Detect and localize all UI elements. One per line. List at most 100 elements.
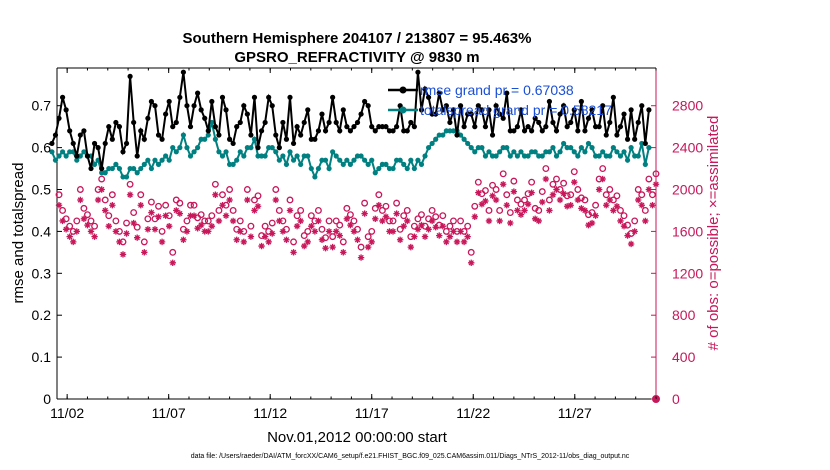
obs-assimilated-point bbox=[180, 236, 187, 243]
rmse-point bbox=[113, 119, 119, 126]
spread-point bbox=[67, 149, 73, 155]
rmse-point bbox=[333, 119, 339, 126]
rmse-point bbox=[337, 128, 343, 134]
obs-assimilated-point bbox=[187, 212, 194, 219]
spread-point bbox=[582, 149, 588, 155]
spread-point bbox=[202, 136, 208, 142]
obs-assimilated-point bbox=[386, 228, 393, 235]
rmse-point bbox=[500, 115, 506, 121]
obs-assimilated-point bbox=[347, 221, 354, 229]
spread-point bbox=[539, 153, 545, 159]
obs-possible-point bbox=[272, 186, 280, 193]
spread-point bbox=[614, 149, 620, 155]
rmse-point bbox=[212, 124, 218, 130]
obs-assimilated-point bbox=[482, 197, 489, 205]
obs-assimilated-point bbox=[98, 186, 105, 193]
spread-point bbox=[585, 140, 592, 147]
rmse-point bbox=[514, 124, 521, 130]
spread-point bbox=[134, 170, 140, 176]
y-right-tick-label: 800 bbox=[672, 307, 696, 323]
obs-possible-point bbox=[371, 204, 379, 212]
obs-assimilated-point bbox=[215, 217, 223, 225]
spread-point bbox=[99, 170, 105, 176]
data-file-footnote: data file: /Users/raeder/DAI/ATM_forcXX/… bbox=[191, 453, 630, 460]
rmse-point bbox=[443, 103, 449, 109]
obs-possible-point bbox=[485, 207, 493, 214]
obs-assimilated-point bbox=[485, 217, 493, 225]
obs-assimilated-point bbox=[308, 222, 315, 230]
spread-point bbox=[354, 153, 361, 159]
rmse-point bbox=[63, 107, 69, 113]
obs-assimilated-point bbox=[162, 212, 169, 219]
spread-point bbox=[394, 157, 400, 163]
rmse-point bbox=[230, 140, 236, 147]
obs-possible-point bbox=[410, 222, 418, 230]
rmse-point bbox=[326, 119, 332, 126]
rmse-point bbox=[575, 128, 581, 134]
spread-point bbox=[191, 149, 197, 155]
obs-assimilated-point bbox=[91, 233, 98, 240]
obs-possible-point bbox=[162, 201, 170, 209]
obs-assimilated-point bbox=[318, 236, 326, 243]
rmse-point bbox=[603, 132, 609, 138]
obs-assimilated-point bbox=[492, 196, 500, 204]
obs-possible-point bbox=[613, 192, 621, 200]
obs-possible-point bbox=[151, 215, 159, 223]
rmse-point bbox=[226, 136, 233, 142]
rmse-point bbox=[81, 128, 87, 134]
obs-assimilated-point bbox=[418, 221, 425, 229]
spread-point bbox=[500, 145, 506, 151]
spread-point bbox=[102, 170, 108, 176]
rmse-point bbox=[539, 128, 545, 134]
rmse-point bbox=[404, 128, 410, 134]
obs-possible-point bbox=[464, 222, 472, 230]
obs-assimilated-point bbox=[105, 222, 112, 230]
obs-assimilated-point bbox=[620, 222, 628, 230]
rmse-point bbox=[632, 136, 638, 142]
obs-possible-point bbox=[87, 217, 95, 225]
spread-point bbox=[518, 149, 524, 155]
spread-point bbox=[152, 157, 158, 163]
y-left-tick-label: 0.3 bbox=[32, 265, 52, 281]
spread-point bbox=[493, 153, 499, 159]
obs-possible-point bbox=[336, 221, 344, 229]
rmse-point bbox=[411, 124, 417, 130]
obs-assimilated-point bbox=[475, 189, 482, 196]
obs-assimilated-point bbox=[265, 238, 272, 246]
x-tick-label: 11/12 bbox=[253, 405, 287, 421]
y-left-tick-label: 0.2 bbox=[32, 307, 52, 323]
obs-possible-point bbox=[403, 207, 411, 214]
spread-point bbox=[298, 161, 304, 167]
obs-possible-point bbox=[268, 219, 276, 227]
obs-assimilated-point bbox=[457, 228, 464, 235]
rmse-point bbox=[475, 103, 481, 109]
rmse-point bbox=[553, 128, 560, 134]
rmse-point bbox=[49, 140, 55, 147]
obs-assimilated-point bbox=[468, 259, 475, 267]
obs-assimilated-point bbox=[205, 228, 212, 235]
obs-assimilated-point bbox=[439, 222, 446, 230]
spread-point bbox=[315, 165, 322, 172]
obs-assimilated-point bbox=[123, 230, 130, 237]
obs-possible-point bbox=[492, 186, 500, 193]
spread-point bbox=[571, 149, 577, 155]
obs-assimilated-point bbox=[73, 228, 80, 235]
rmse-point bbox=[269, 103, 275, 109]
spread-point bbox=[262, 153, 268, 159]
rmse-point bbox=[472, 124, 478, 130]
obs-series-layer bbox=[55, 165, 660, 403]
legend-rmse-marker bbox=[399, 86, 407, 94]
rmse-point bbox=[301, 119, 307, 126]
obs-possible-point bbox=[211, 180, 219, 188]
spread-point bbox=[294, 153, 300, 159]
obs-assimilated-point bbox=[237, 228, 244, 235]
obs-assimilated-point bbox=[70, 238, 77, 246]
obs-possible-point bbox=[293, 212, 301, 220]
obs-assimilated-point bbox=[496, 217, 503, 225]
obs-possible-point bbox=[471, 202, 479, 210]
rmse-point bbox=[614, 132, 620, 138]
spread-point bbox=[305, 153, 311, 159]
obs-assimilated-point bbox=[478, 200, 486, 208]
obs-assimilated-point bbox=[66, 233, 73, 240]
y-axis-label-left: rmse and totalspread bbox=[10, 163, 27, 304]
